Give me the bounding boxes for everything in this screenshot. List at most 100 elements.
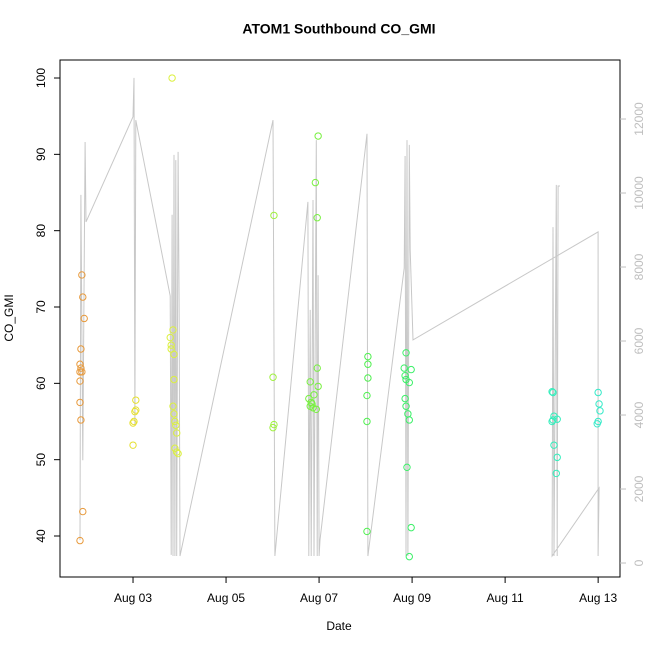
data-point <box>308 400 316 408</box>
data-point <box>550 441 558 449</box>
x-tick-label: Aug 05 <box>207 591 245 605</box>
plot-frame <box>59 59 621 578</box>
y2-tick-label: 8000 <box>632 253 646 280</box>
data-point <box>77 416 85 424</box>
chart-title: ATOM1 Southbound CO_GMI <box>242 21 435 37</box>
data-point <box>405 416 414 424</box>
data-point <box>269 373 277 381</box>
data-point <box>314 132 322 140</box>
y-tick-label: 70 <box>34 300 48 314</box>
y-tick-label: 80 <box>34 224 48 238</box>
data-point <box>77 364 85 372</box>
data-point <box>310 391 318 399</box>
data-point <box>552 469 560 478</box>
data-point <box>549 416 557 424</box>
data-point <box>407 365 415 374</box>
y2-tick-label: 2000 <box>632 475 646 502</box>
data-point <box>170 410 178 418</box>
data-point <box>405 378 414 387</box>
data-point <box>405 552 414 561</box>
data-point <box>78 368 86 376</box>
data-point <box>171 444 179 452</box>
y-tick-label: 60 <box>34 376 48 390</box>
data-point <box>169 402 177 410</box>
y2-tick-label: 6000 <box>632 327 646 354</box>
data-point <box>166 333 174 342</box>
x-tick-label: Aug 13 <box>579 591 617 605</box>
data-point <box>364 374 372 382</box>
data-point <box>314 382 322 391</box>
data-point <box>402 349 410 357</box>
data-point <box>401 394 409 403</box>
data-point <box>402 402 410 410</box>
y-tick-label: 50 <box>34 453 48 467</box>
x-tick-label: Aug 09 <box>393 591 431 605</box>
data-point <box>76 360 84 368</box>
y-tick-label: 40 <box>34 529 48 543</box>
data-point <box>595 400 603 408</box>
data-point <box>403 463 411 472</box>
data-point <box>364 360 372 368</box>
data-point <box>307 398 315 407</box>
data-point <box>132 396 140 404</box>
y-tick-label: 100 <box>34 68 48 88</box>
data-point <box>401 372 409 380</box>
y-tick-label: 90 <box>34 147 48 161</box>
data-point <box>549 388 557 397</box>
data-point <box>131 407 139 416</box>
data-point <box>78 271 86 279</box>
data-point <box>593 420 601 428</box>
data-point <box>548 388 556 396</box>
data-point <box>132 406 140 414</box>
x-tick-label: Aug 03 <box>114 591 152 605</box>
y-axis-label: CO_GMI <box>2 294 16 341</box>
data-point <box>174 449 182 458</box>
data-point <box>172 421 180 430</box>
data-point <box>594 388 602 397</box>
data-point <box>171 417 179 426</box>
data-point <box>129 419 137 427</box>
data-point <box>168 74 176 82</box>
data-point <box>79 293 87 301</box>
data-point <box>407 523 415 532</box>
y2-tick-label: 4000 <box>632 401 646 428</box>
data-point <box>167 341 175 349</box>
data-point <box>80 314 88 323</box>
data-point <box>270 420 278 429</box>
data-point <box>76 536 84 545</box>
data-point <box>170 375 178 384</box>
data-point <box>553 453 561 462</box>
data-point <box>173 448 181 456</box>
data-point <box>170 350 178 359</box>
data-point <box>313 214 321 222</box>
data-point <box>400 364 408 372</box>
data-point <box>313 364 321 372</box>
data-point <box>596 407 604 415</box>
data-point <box>129 441 137 449</box>
data-point <box>76 398 84 407</box>
data-point <box>363 527 371 536</box>
data-point <box>363 391 371 400</box>
data-point <box>169 326 177 334</box>
data-point <box>306 378 314 386</box>
data-point <box>76 368 84 376</box>
y2-tick-label: 10000 <box>632 176 646 210</box>
y2-tick-label: 12000 <box>632 102 646 136</box>
data-point <box>312 405 320 413</box>
data-point <box>269 423 277 432</box>
x-tick-label: Aug 07 <box>300 591 338 605</box>
data-point <box>305 394 313 403</box>
data-point <box>311 178 320 187</box>
data-point <box>76 377 84 385</box>
data-point <box>364 352 372 361</box>
data-point <box>270 211 278 220</box>
x-tick-label: Aug 11 <box>487 591 524 605</box>
data-point <box>77 345 85 353</box>
x-axis-label: Date <box>326 619 352 633</box>
data-point <box>79 507 87 516</box>
data-point <box>130 417 138 426</box>
altitude-line <box>79 77 600 558</box>
data-point <box>363 417 371 426</box>
